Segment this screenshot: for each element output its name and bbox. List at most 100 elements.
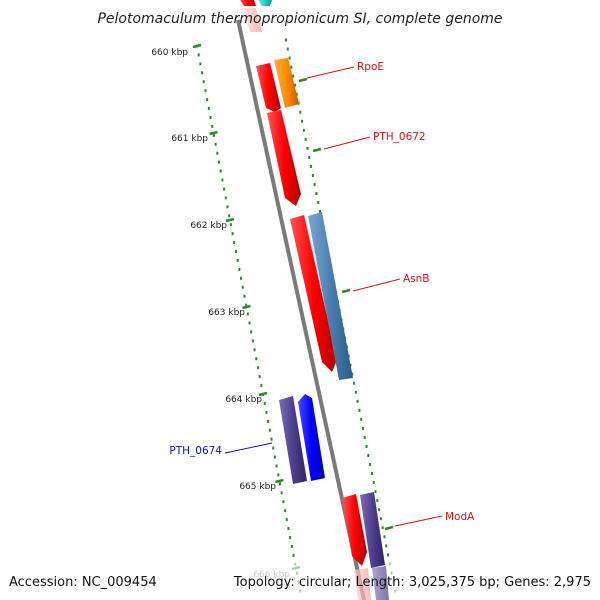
ruler-minor-tick [290, 544, 293, 548]
ruler-minor-tick [282, 500, 285, 504]
outer-track-minor-tick [356, 399, 359, 403]
gene-red-1 [256, 63, 281, 112]
ruler-minor-tick [253, 348, 256, 352]
outer-track-minor-tick [299, 110, 302, 114]
ruler-minor-tick [289, 535, 292, 539]
ruler-minor-tick [258, 375, 261, 379]
ruler-minor-tick [234, 250, 237, 254]
gene-label-rpoe: RpoE [357, 61, 384, 73]
gene-label-pth0672: PTH_0672 [373, 131, 426, 143]
outer-track-minor-tick [353, 381, 356, 385]
ruler-minor-tick [228, 214, 231, 218]
outer-track-minor-tick [372, 481, 375, 485]
ruler-major-tick [258, 391, 268, 397]
ruler-minor-tick [204, 89, 207, 93]
outer-track-minor-tick [367, 453, 370, 457]
gene-bottom-purple [372, 566, 389, 600]
ruler-major-tick [225, 217, 235, 223]
ruler-minor-tick [240, 276, 243, 280]
ruler-minor-tick [270, 437, 273, 441]
ruler-minor-tick [251, 339, 254, 343]
ruler-minor-tick [197, 53, 200, 57]
outer-track-minor-tick [381, 526, 384, 530]
outer-track-minor-tick [383, 535, 386, 539]
ruler-minor-tick [246, 312, 249, 316]
outer-track-minor-tick [290, 65, 293, 69]
outer-track-minor-tick [317, 201, 320, 205]
outer-track-minor-tick [361, 426, 364, 430]
ruler-ticks [192, 43, 302, 593]
gene-moda [342, 494, 367, 566]
tick-label-664: 664 kbp [225, 395, 262, 405]
ruler-major-tick [275, 478, 284, 484]
ruler-minor-tick [294, 562, 297, 566]
tick-label-663: 663 kbp [208, 308, 245, 318]
outer-track-minor-tick [319, 210, 322, 214]
gene-pth0672 [267, 110, 301, 206]
figure-title: Pelotomaculum thermopropionicum SI, comp… [97, 11, 502, 27]
ruler-minor-tick [209, 115, 212, 119]
gene-top-red [240, 0, 256, 6]
ruler-minor-tick [199, 62, 202, 66]
ruler-minor-tick [256, 366, 259, 370]
ruler-minor-tick [248, 321, 251, 325]
ruler-minor-tick [250, 330, 253, 334]
outer-track-minor-tick [379, 517, 382, 521]
gene-rpoe [274, 58, 299, 108]
outer-track-major-tick [312, 147, 322, 153]
outer-track-minor-tick [385, 544, 388, 548]
ruler-minor-tick [211, 124, 214, 128]
outer-track-minor-tick [311, 173, 314, 177]
ruler-minor-tick [273, 455, 276, 459]
ruler-major-tick [209, 130, 218, 136]
ruler-minor-tick [218, 160, 221, 164]
ruler-minor-tick [287, 527, 290, 531]
ruler-minor-tick [212, 133, 215, 137]
ruler-minor-tick [224, 196, 227, 200]
outer-track-minor-tick [388, 562, 391, 566]
outer-track-minor-tick [302, 128, 305, 132]
ruler-major-tick [242, 304, 251, 310]
ruler-minor-tick [226, 205, 229, 209]
ruler-minor-tick [243, 294, 246, 298]
outer-track-minor-tick [387, 553, 390, 557]
ruler-minor-tick [206, 98, 209, 102]
ruler-minor-tick [231, 232, 234, 236]
accession-text: Accession: NC_009454 [9, 575, 157, 590]
outer-track-minor-tick [365, 444, 368, 448]
outer-track-minor-tick [313, 183, 316, 187]
ruler-minor-tick [216, 151, 219, 155]
ruler-major-tick [192, 43, 202, 49]
outer-track-minor-tick [390, 571, 393, 575]
ruler-minor-tick [284, 509, 287, 513]
gene-red-2 [290, 215, 337, 372]
ruler-minor-tick [229, 223, 232, 227]
ruler-minor-tick [201, 71, 204, 75]
gene-asnb [308, 212, 353, 380]
ruler-minor-tick [214, 142, 217, 146]
gene-top-cyan [258, 0, 272, 6]
ruler-minor-tick [202, 80, 205, 84]
leader-asnb [352, 278, 401, 292]
outer-track-minor-tick [286, 47, 289, 51]
outer-track-minor-tick [358, 408, 361, 412]
gene-top-pink [244, 8, 262, 32]
gene-label-moda: ModA [445, 511, 475, 523]
ruler-minor-tick [285, 518, 288, 522]
outer-track-minor-tick [370, 472, 373, 476]
gene-bottom-pink [354, 568, 371, 600]
outer-track-minor-tick [293, 83, 296, 87]
outer-track-minor-tick [301, 119, 304, 123]
ruler-minor-tick [223, 187, 226, 191]
tick-label-662: 662 kbp [190, 221, 227, 231]
outer-track-minor-tick [394, 589, 397, 593]
gene-purple-2 [360, 492, 385, 568]
outer-track-minor-tick [378, 508, 381, 512]
outer-track-minor-tick [292, 74, 295, 78]
ruler-minor-tick [263, 401, 266, 405]
ruler-minor-tick [278, 482, 281, 486]
outer-track-minor-tick [354, 390, 357, 394]
leader-moda [394, 515, 443, 527]
outer-track-minor-tick [308, 155, 311, 159]
